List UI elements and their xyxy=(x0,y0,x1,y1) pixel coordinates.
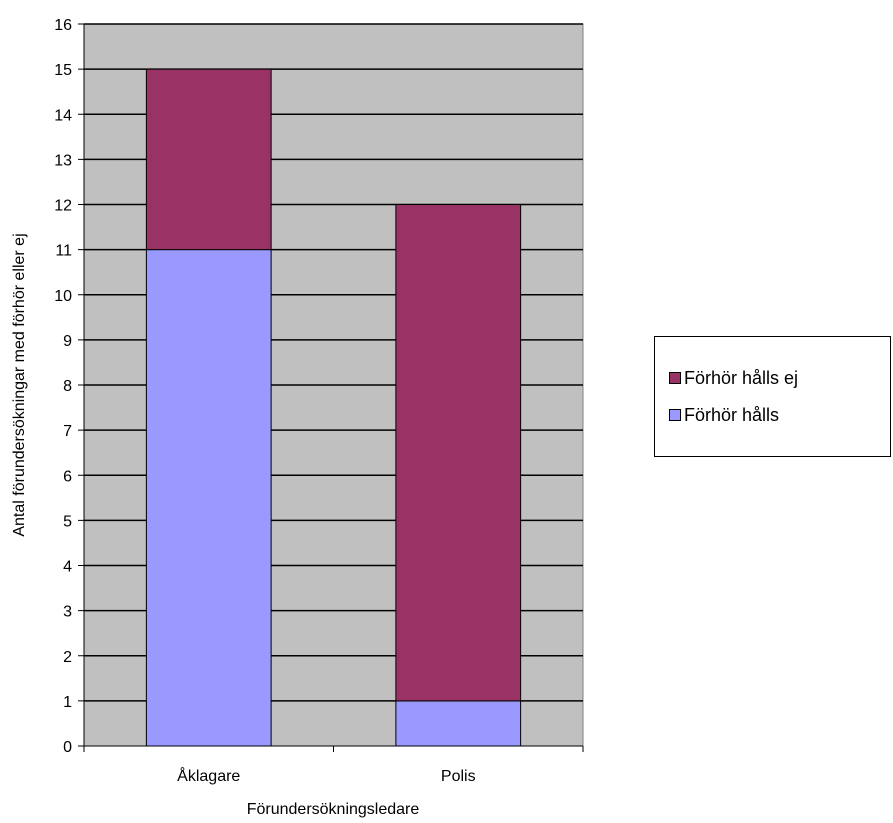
y-tick-label: 14 xyxy=(54,107,72,124)
y-tick-label: 4 xyxy=(63,559,72,576)
y-tick-label: 0 xyxy=(63,739,72,756)
legend-item-forhor-halls-ej: Förhör hålls ej xyxy=(669,367,798,389)
y-tick-label: 3 xyxy=(63,604,72,621)
bars xyxy=(145,68,522,747)
legend-swatch-icon xyxy=(669,372,681,384)
y-axis-title: Antal förundersökningar med förhör eller… xyxy=(11,233,28,536)
legend-label: Förhör hålls xyxy=(684,404,780,425)
legend-swatch-icon xyxy=(669,409,681,421)
y-tick-label: 13 xyxy=(54,152,72,169)
axes xyxy=(78,23,584,752)
y-tick-label: 5 xyxy=(63,513,72,530)
y-tick-label: 6 xyxy=(63,468,72,485)
y-tick-label: 12 xyxy=(54,198,72,215)
y-tick-label: 1 xyxy=(63,694,72,711)
legend-label: Förhör hålls ej xyxy=(684,367,799,388)
legend: Förhör hålls ej Förhör hålls xyxy=(654,336,891,457)
x-tick-label: Polis xyxy=(441,768,476,785)
y-tick-label: 15 xyxy=(54,62,72,79)
y-tick-label: 2 xyxy=(63,649,72,666)
bar-forhor-halls-1 xyxy=(395,700,522,747)
x-tick-labels: Åklagare Polis xyxy=(177,766,475,785)
y-tick-label: 16 xyxy=(54,17,72,34)
y-tick-label: 8 xyxy=(63,378,72,395)
y-tick-label: 9 xyxy=(63,333,72,350)
y-tick-label: 7 xyxy=(63,423,72,440)
legend-item-forhor-halls: Förhör hålls xyxy=(669,404,779,426)
x-axis-title: Förundersökningsledare xyxy=(247,801,420,818)
x-tick-label: Åklagare xyxy=(177,766,240,785)
bar-forhor-halls-ej-1 xyxy=(395,204,522,702)
bar-forhor-halls-ej-0 xyxy=(145,68,272,251)
y-tick-label: 10 xyxy=(54,288,72,305)
bar-forhor-halls-0 xyxy=(145,249,272,747)
y-tick-label: 11 xyxy=(55,243,72,260)
